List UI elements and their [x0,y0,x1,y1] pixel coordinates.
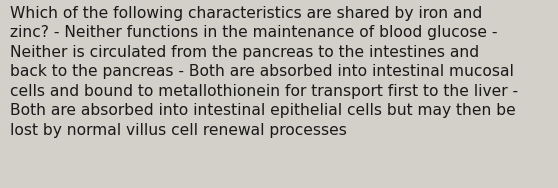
Text: Which of the following characteristics are shared by iron and
zinc? - Neither fu: Which of the following characteristics a… [10,6,518,138]
